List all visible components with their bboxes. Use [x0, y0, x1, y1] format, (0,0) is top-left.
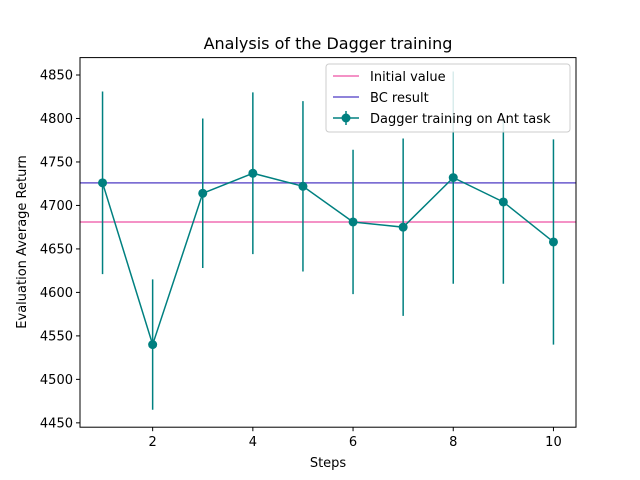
legend-label-2: BC result — [370, 91, 429, 106]
series-layer — [98, 71, 558, 410]
reference-lines — [80, 182, 576, 223]
data-point — [448, 173, 458, 183]
y-tick-label: 4700 — [40, 199, 73, 214]
x-tick-label: 6 — [349, 435, 357, 450]
series-line — [101, 172, 554, 348]
y-tick-label: 4550 — [40, 329, 73, 344]
legend-box — [325, 63, 571, 133]
data-point — [248, 168, 258, 178]
x-tick-label: 2 — [149, 435, 157, 450]
x-tick-label: 8 — [449, 435, 457, 450]
x-axis: 2 4 6 8 10 — [149, 427, 562, 450]
legend-label-1: Initial value — [370, 70, 446, 85]
data-point — [148, 340, 158, 350]
y-axis-title: Evaluation Average Return — [15, 155, 30, 328]
x-tick-label: 10 — [545, 435, 562, 450]
legend-label-series: Dagger training on Ant task — [370, 112, 551, 127]
y-tick-label: 4850 — [40, 68, 73, 83]
y-tick-label: 4800 — [40, 112, 73, 127]
y-tick-label: 4600 — [40, 286, 73, 301]
plot-area-frame — [79, 57, 577, 428]
data-point — [398, 222, 408, 232]
chart-title: Analysis of the Dagger training — [204, 34, 453, 53]
data-point — [498, 197, 508, 207]
y-tick-label: 4500 — [40, 373, 73, 388]
y-tick-label: 4650 — [40, 242, 73, 257]
x-axis-title: Steps — [310, 456, 347, 471]
y-tick-label: 4450 — [40, 416, 73, 431]
legend-swatch-marker — [341, 113, 351, 123]
x-tick-label: 4 — [249, 435, 257, 450]
data-point — [548, 237, 558, 247]
data-point — [348, 217, 358, 227]
data-point — [198, 188, 208, 198]
y-tick-label: 4750 — [40, 155, 73, 170]
y-axis: 4450 4500 4550 4600 4650 4700 4750 4800 4850 — [40, 68, 80, 431]
data-point — [98, 178, 108, 188]
legend: Initial value BC result Dagger training on… — [325, 63, 571, 133]
data-point — [298, 181, 308, 191]
